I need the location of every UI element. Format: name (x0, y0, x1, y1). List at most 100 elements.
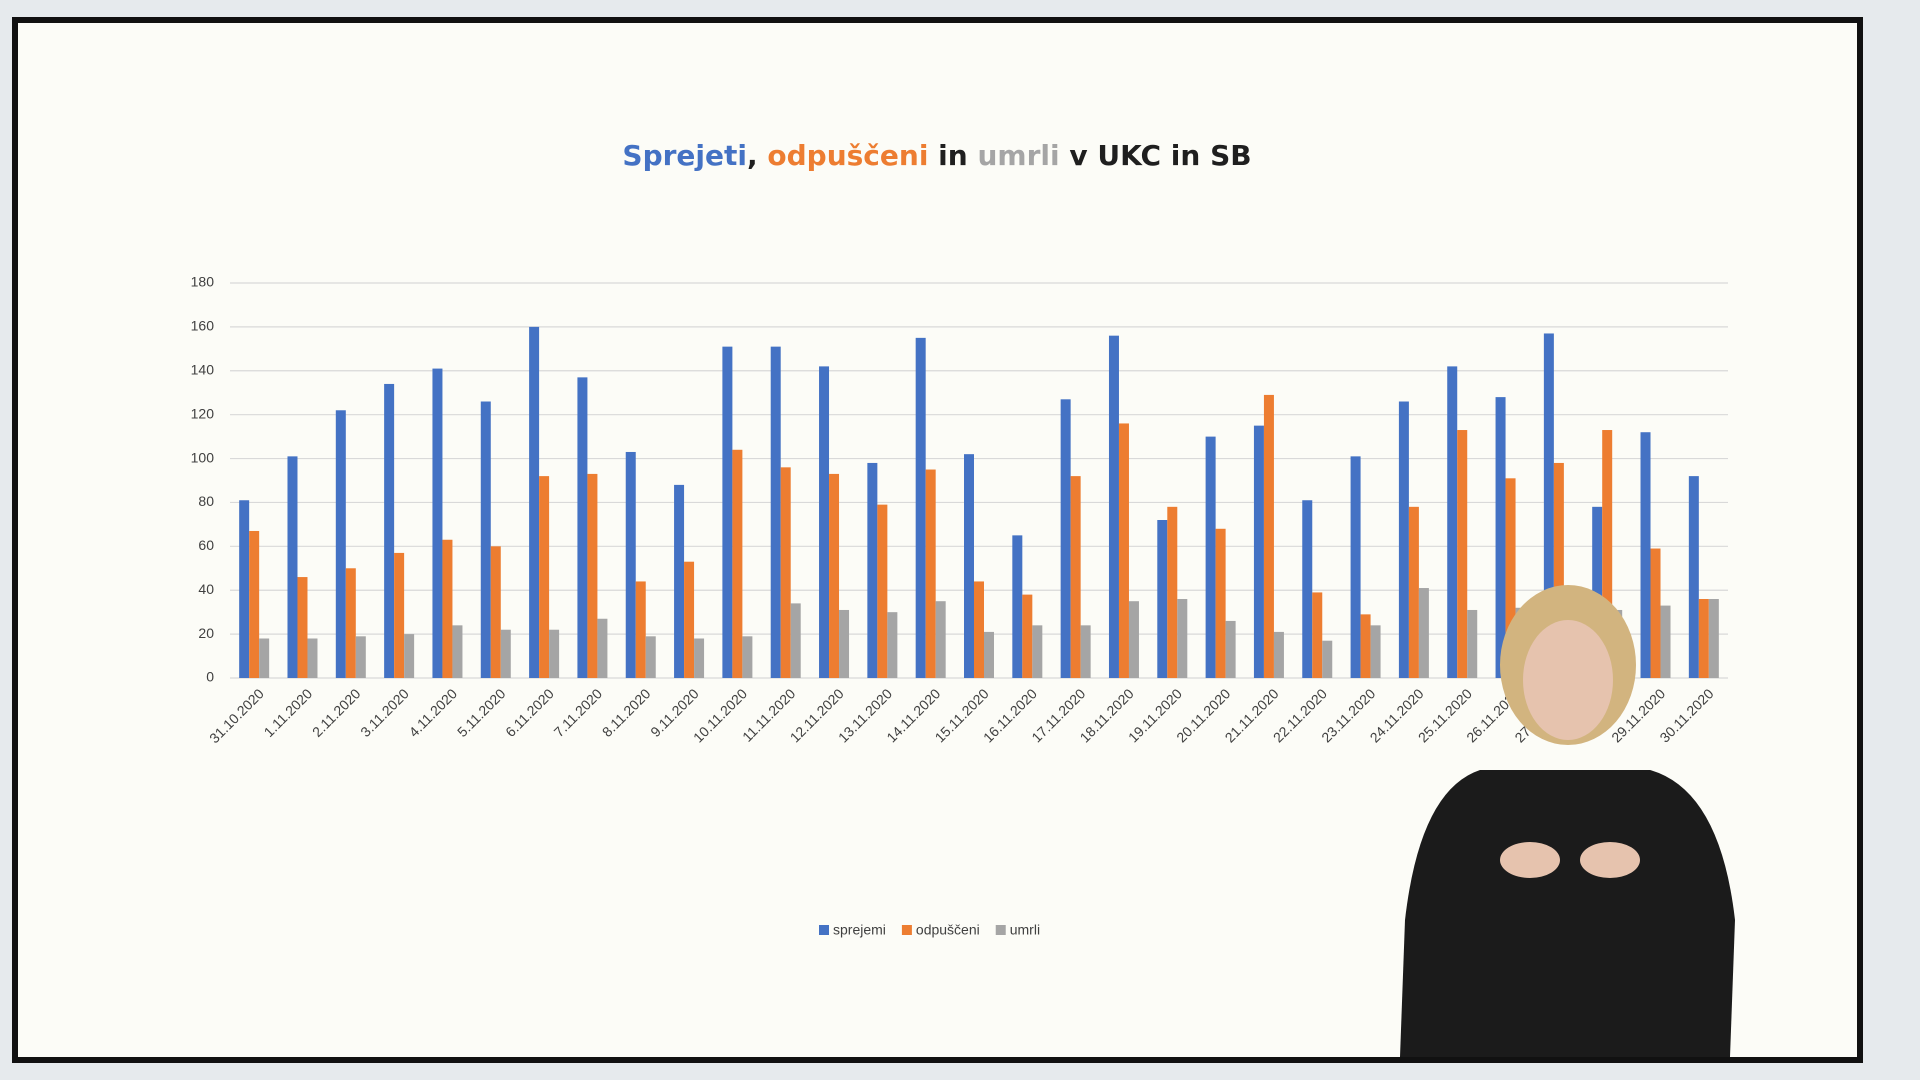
y-tick-label: 20 (198, 625, 214, 641)
bar (1312, 592, 1323, 678)
bar (1167, 506, 1178, 678)
title-part: Sprejeti (622, 139, 747, 172)
bar (887, 612, 898, 678)
bar (625, 451, 636, 678)
bar (1032, 625, 1043, 678)
bar (1457, 430, 1468, 678)
interpreter-hand (1580, 842, 1640, 878)
bar (1022, 594, 1033, 678)
title-part: in (928, 139, 977, 172)
bar (877, 504, 888, 678)
bar (1650, 548, 1661, 678)
bar (964, 454, 974, 678)
bar (1118, 423, 1129, 678)
bar (1177, 599, 1188, 678)
bar (404, 634, 415, 678)
y-tick-label: 160 (191, 318, 215, 334)
y-tick-label: 180 (191, 274, 215, 290)
bar (1302, 500, 1313, 678)
bar (1070, 476, 1081, 678)
interpreter-face (1523, 620, 1613, 740)
bar (1350, 456, 1361, 678)
bar (1408, 506, 1419, 678)
bar (335, 410, 346, 678)
bar (684, 561, 695, 678)
bar (1398, 401, 1409, 678)
interpreter (1400, 585, 1735, 1057)
bar (915, 337, 926, 678)
bar (1688, 476, 1699, 678)
bar (1467, 609, 1478, 678)
chart-title: Sprejeti, odpuščeni in umrli v UKC in SB (622, 139, 1251, 172)
bar (394, 552, 405, 678)
interpreter-hand (1500, 842, 1560, 878)
bar (597, 618, 608, 678)
bar (1602, 430, 1613, 678)
title-part: , (747, 139, 767, 172)
legend-swatch (819, 925, 829, 935)
bar (307, 638, 318, 678)
y-tick-label: 80 (198, 493, 214, 509)
bar (770, 346, 781, 678)
bar (819, 366, 830, 678)
bar (1205, 436, 1216, 678)
bar (635, 581, 646, 678)
bar (490, 546, 501, 678)
bar (1273, 631, 1284, 678)
y-tick-label: 40 (198, 581, 214, 597)
bar (1447, 366, 1458, 678)
title-part: odpuščeni (767, 139, 928, 172)
bar (384, 383, 395, 678)
interpreter-body (1400, 770, 1735, 1057)
bar (1263, 394, 1274, 678)
bar (500, 629, 511, 678)
bar (839, 609, 850, 678)
title-part: umrli (977, 139, 1059, 172)
bar (790, 603, 801, 678)
bar (1128, 601, 1139, 678)
bar (645, 636, 656, 678)
bar (974, 581, 984, 678)
bar (1360, 614, 1371, 678)
bar (1543, 333, 1554, 678)
bar (480, 401, 491, 678)
bar (249, 530, 260, 678)
bar (1660, 605, 1671, 678)
legend-label: odpuščeni (916, 922, 980, 938)
bar (984, 631, 994, 678)
bar (345, 568, 356, 678)
bar (732, 449, 743, 678)
bar (355, 636, 366, 678)
bar (867, 462, 878, 678)
bar (1418, 588, 1429, 678)
bar (694, 638, 705, 678)
y-tick-label: 140 (191, 361, 215, 377)
bar (1640, 432, 1651, 678)
bar (587, 473, 598, 678)
bar (1553, 462, 1564, 678)
bar (1592, 506, 1603, 678)
title-part: v UKC in SB (1060, 139, 1252, 172)
y-tick-label: 0 (206, 669, 214, 685)
bar (1370, 625, 1381, 678)
bar (742, 636, 753, 678)
bar (1108, 335, 1119, 678)
bar (674, 484, 685, 678)
y-tick-label: 60 (198, 537, 214, 553)
bar (1322, 640, 1333, 678)
bar (1708, 599, 1719, 678)
bar (432, 368, 443, 678)
bar (1495, 397, 1506, 678)
legend-label: umrli (1010, 922, 1040, 938)
y-tick-label: 120 (191, 405, 215, 421)
bar (780, 467, 791, 678)
legend-label: sprejemi (833, 922, 886, 938)
bar (239, 500, 250, 678)
bar (287, 456, 298, 678)
bar (1012, 535, 1023, 678)
y-tick-label: 100 (191, 449, 215, 465)
bar (925, 469, 936, 678)
bar (1698, 599, 1709, 678)
